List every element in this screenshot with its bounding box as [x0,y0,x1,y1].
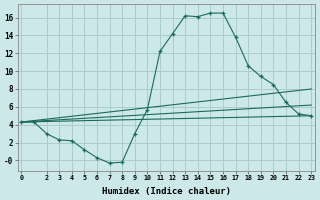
X-axis label: Humidex (Indice chaleur): Humidex (Indice chaleur) [102,187,231,196]
